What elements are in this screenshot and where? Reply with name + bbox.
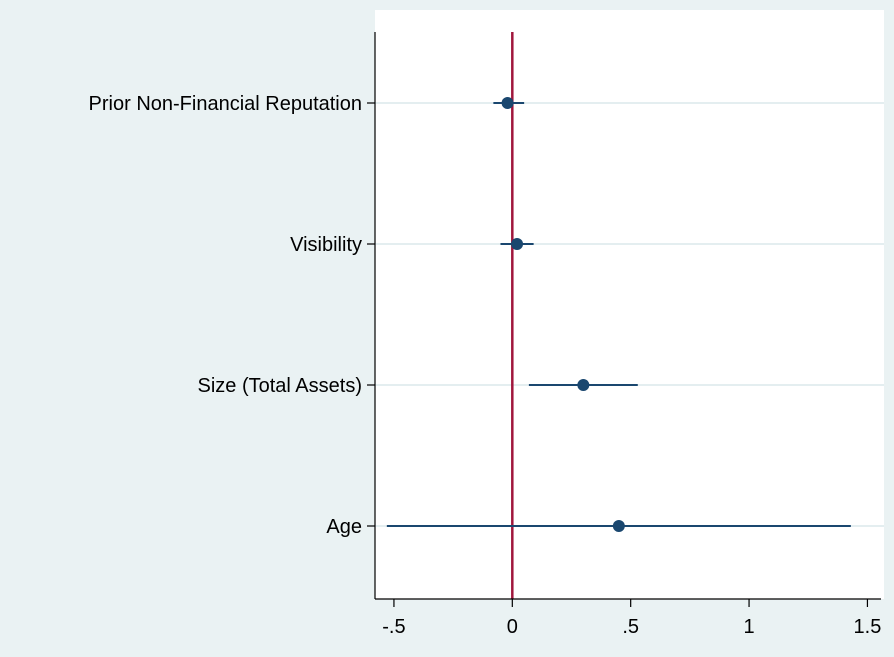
plot-area [375, 10, 884, 599]
axes: Prior Non-Financial Reputation Visibility… [89, 32, 882, 638]
x-tick-label: 0 [507, 616, 518, 638]
point-estimate [501, 97, 514, 109]
category-label: Size (Total Assets) [197, 375, 362, 397]
estimates-series [386, 97, 851, 532]
point-estimate [577, 379, 590, 391]
category-label: Visibility [290, 234, 362, 256]
category-label: Prior Non-Financial Reputation [89, 93, 362, 115]
x-tick-label: .5 [622, 616, 639, 638]
x-tick-label: 1.5 [854, 616, 882, 638]
point-estimate [612, 520, 625, 532]
category-label: Age [326, 516, 362, 538]
x-tick-label: -.5 [382, 616, 405, 638]
point-estimate [511, 238, 524, 250]
x-tick-label: 1 [743, 616, 754, 638]
